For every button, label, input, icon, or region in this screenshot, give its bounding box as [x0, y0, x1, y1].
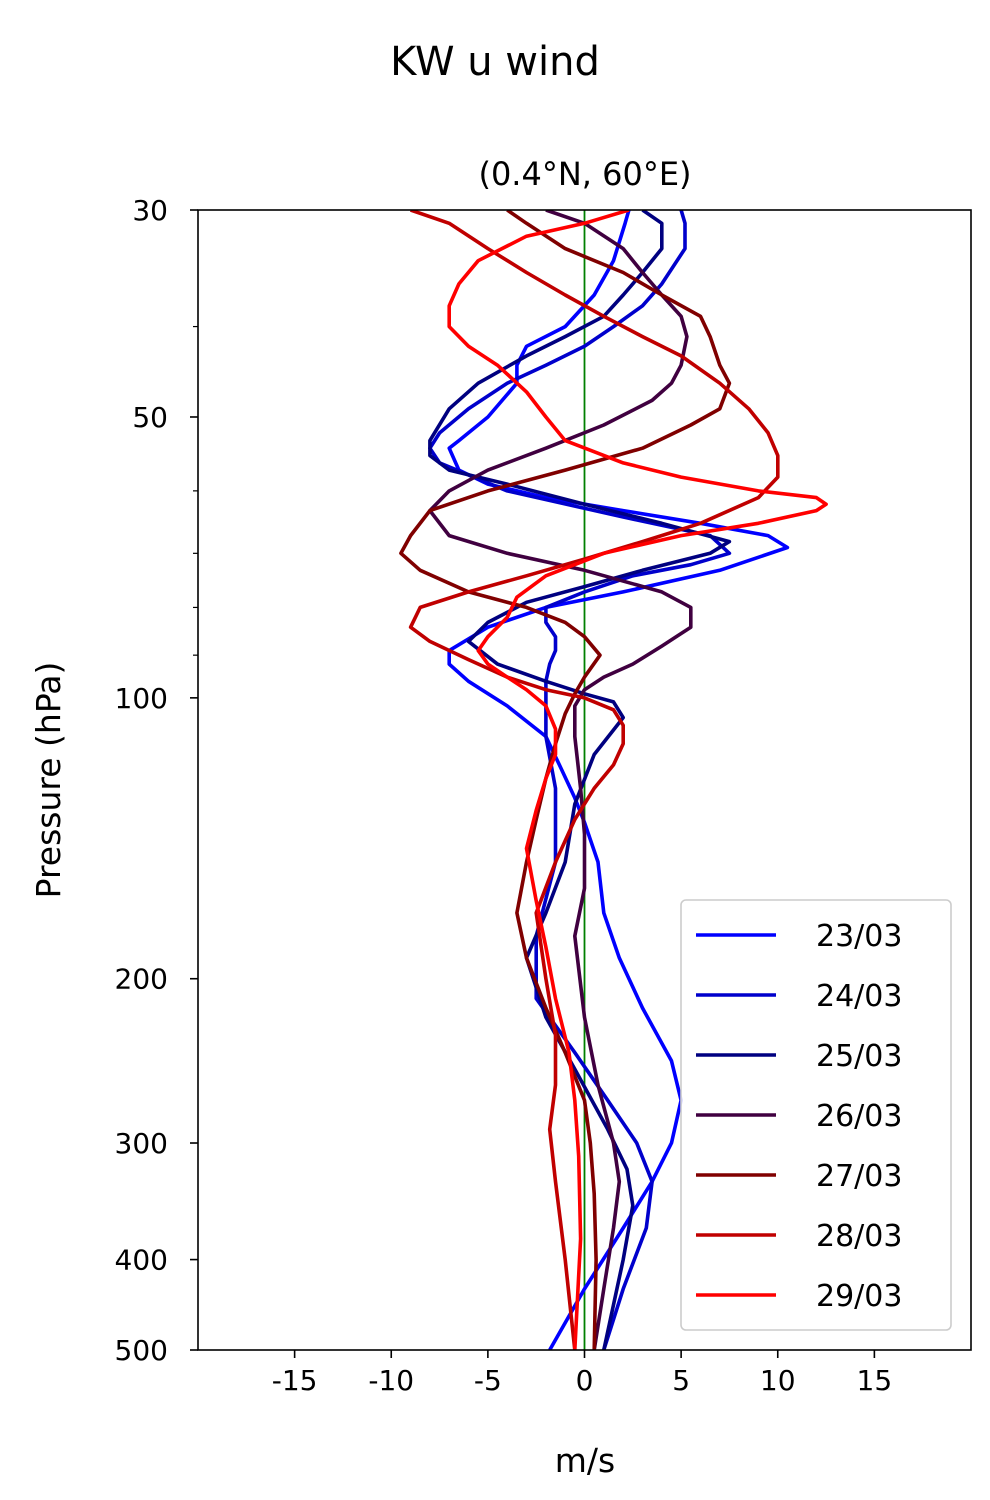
x-tick-label: 10: [760, 1364, 796, 1397]
y-tick-label: 50: [132, 401, 168, 434]
legend: 23/03 24/03 25/03 26/03 27/03 28/03 29/03: [680, 899, 952, 1331]
legend-label-1: 24/03: [816, 979, 902, 1014]
y-axis-label: Pressure (hPa): [29, 662, 68, 899]
y-tick-label: 300: [115, 1127, 168, 1160]
chart-suptitle: KW u wind: [390, 39, 600, 85]
x-tick-label: 5: [672, 1364, 690, 1397]
x-axis-ticks: -15 -10 -5 0 5 10 15: [272, 1350, 892, 1397]
y-tick-label: 500: [115, 1334, 168, 1367]
series-line-4: [399, 210, 732, 1350]
legend-box: [680, 899, 952, 1331]
y-tick-label: 400: [115, 1244, 168, 1277]
legend-label-6: 29/03: [816, 1279, 902, 1314]
series-line-6: [447, 210, 828, 1350]
y-tick-label: 200: [115, 963, 168, 996]
series-line-3: [428, 210, 693, 1350]
x-tick-label: -5: [474, 1364, 502, 1397]
x-axis-label: m/s: [555, 1441, 615, 1480]
y-tick-label: 30: [132, 194, 168, 227]
series-layer: [399, 210, 828, 1350]
series-line-5: [408, 210, 780, 1350]
x-tick-label: 0: [576, 1364, 594, 1397]
chart-title: (0.4°N, 60°E): [478, 155, 691, 193]
x-tick-label: -10: [368, 1364, 414, 1397]
legend-label-5: 28/03: [816, 1219, 902, 1254]
legend-label-0: 23/03: [816, 919, 902, 954]
x-tick-label: 15: [857, 1364, 893, 1397]
legend-label-4: 27/03: [816, 1159, 902, 1194]
x-tick-label: -15: [272, 1364, 318, 1397]
y-axis-ticks: 30 50 100 200 300 400 500: [115, 194, 198, 1367]
y-tick-label: 100: [115, 682, 168, 715]
series-line-1: [428, 210, 732, 1350]
legend-label-3: 26/03: [816, 1099, 902, 1134]
legend-label-2: 25/03: [816, 1039, 902, 1074]
